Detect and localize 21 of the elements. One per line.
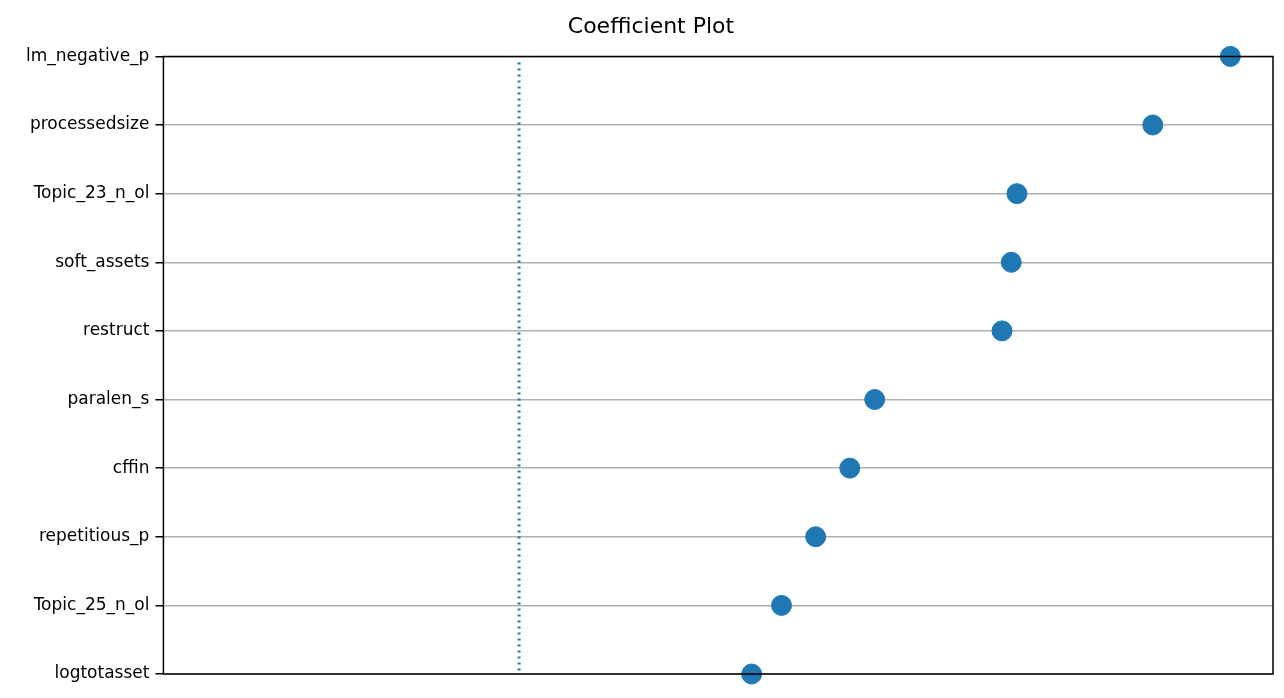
point: [1142, 114, 1164, 136]
y-tick-label: logtotasset: [54, 662, 150, 683]
point: [839, 457, 861, 479]
y-tick-label: soft_assets: [55, 250, 150, 272]
y-tick-label: Topic_25_n_ol: [32, 593, 150, 615]
y-tick-label: processedsize: [29, 113, 150, 134]
y-tick-label: Topic_23_n_ol: [32, 182, 150, 204]
point: [771, 594, 793, 616]
point: [805, 526, 827, 548]
y-tick-label: paralen_s: [67, 387, 150, 409]
y-tick-label: restruct: [83, 319, 150, 340]
point: [1219, 45, 1241, 67]
y-tick-label: repetitious_p: [38, 525, 150, 547]
chart-title: Coefficient Plot: [567, 12, 735, 38]
point: [1000, 251, 1022, 273]
point: [864, 389, 886, 411]
y-tick-label: cffin: [112, 456, 150, 477]
point: [991, 320, 1013, 342]
point: [1006, 183, 1028, 205]
point: [741, 663, 763, 685]
y-tick-label: lm_negative_p: [25, 44, 150, 66]
